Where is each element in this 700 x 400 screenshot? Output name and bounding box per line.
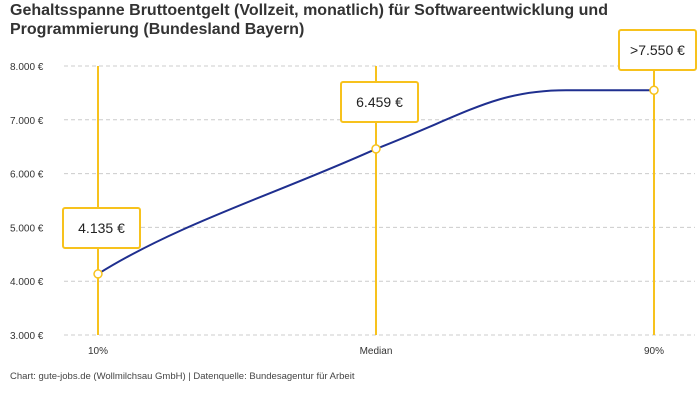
data-point <box>93 269 103 279</box>
chart-source: Chart: gute-jobs.de (Wollmilchsau GmbH) … <box>10 371 355 382</box>
y-tick-label: 5.000 € <box>10 223 44 234</box>
label-box-frame <box>618 29 697 71</box>
data-label: 4.135 € <box>78 220 125 236</box>
chart-title: Gehaltsspanne Bruttoentgelt (Vollzeit, m… <box>10 2 608 38</box>
label-box-frame <box>62 207 141 249</box>
data-label-box: >7.550 € <box>618 29 697 71</box>
x-tick-label: 90% <box>644 346 664 357</box>
data-label-box: 4.135 € <box>62 207 141 249</box>
y-tick-label: 6.000 € <box>10 170 44 181</box>
y-tick-label: 7.000 € <box>10 116 44 127</box>
y-tick-label: 8.000 € <box>10 62 44 73</box>
label-box-frame <box>340 81 419 123</box>
x-tick-label: Median <box>360 346 393 357</box>
y-tick-label: 4.000 € <box>10 277 44 288</box>
data-label: 6.459 € <box>356 94 403 110</box>
data-label: >7.550 € <box>630 42 685 58</box>
data-label-box: 6.459 € <box>340 81 419 123</box>
data-point <box>371 144 381 154</box>
data-point <box>649 85 659 95</box>
y-tick-label: 3.000 € <box>10 331 44 342</box>
x-tick-label: 10% <box>88 346 108 357</box>
